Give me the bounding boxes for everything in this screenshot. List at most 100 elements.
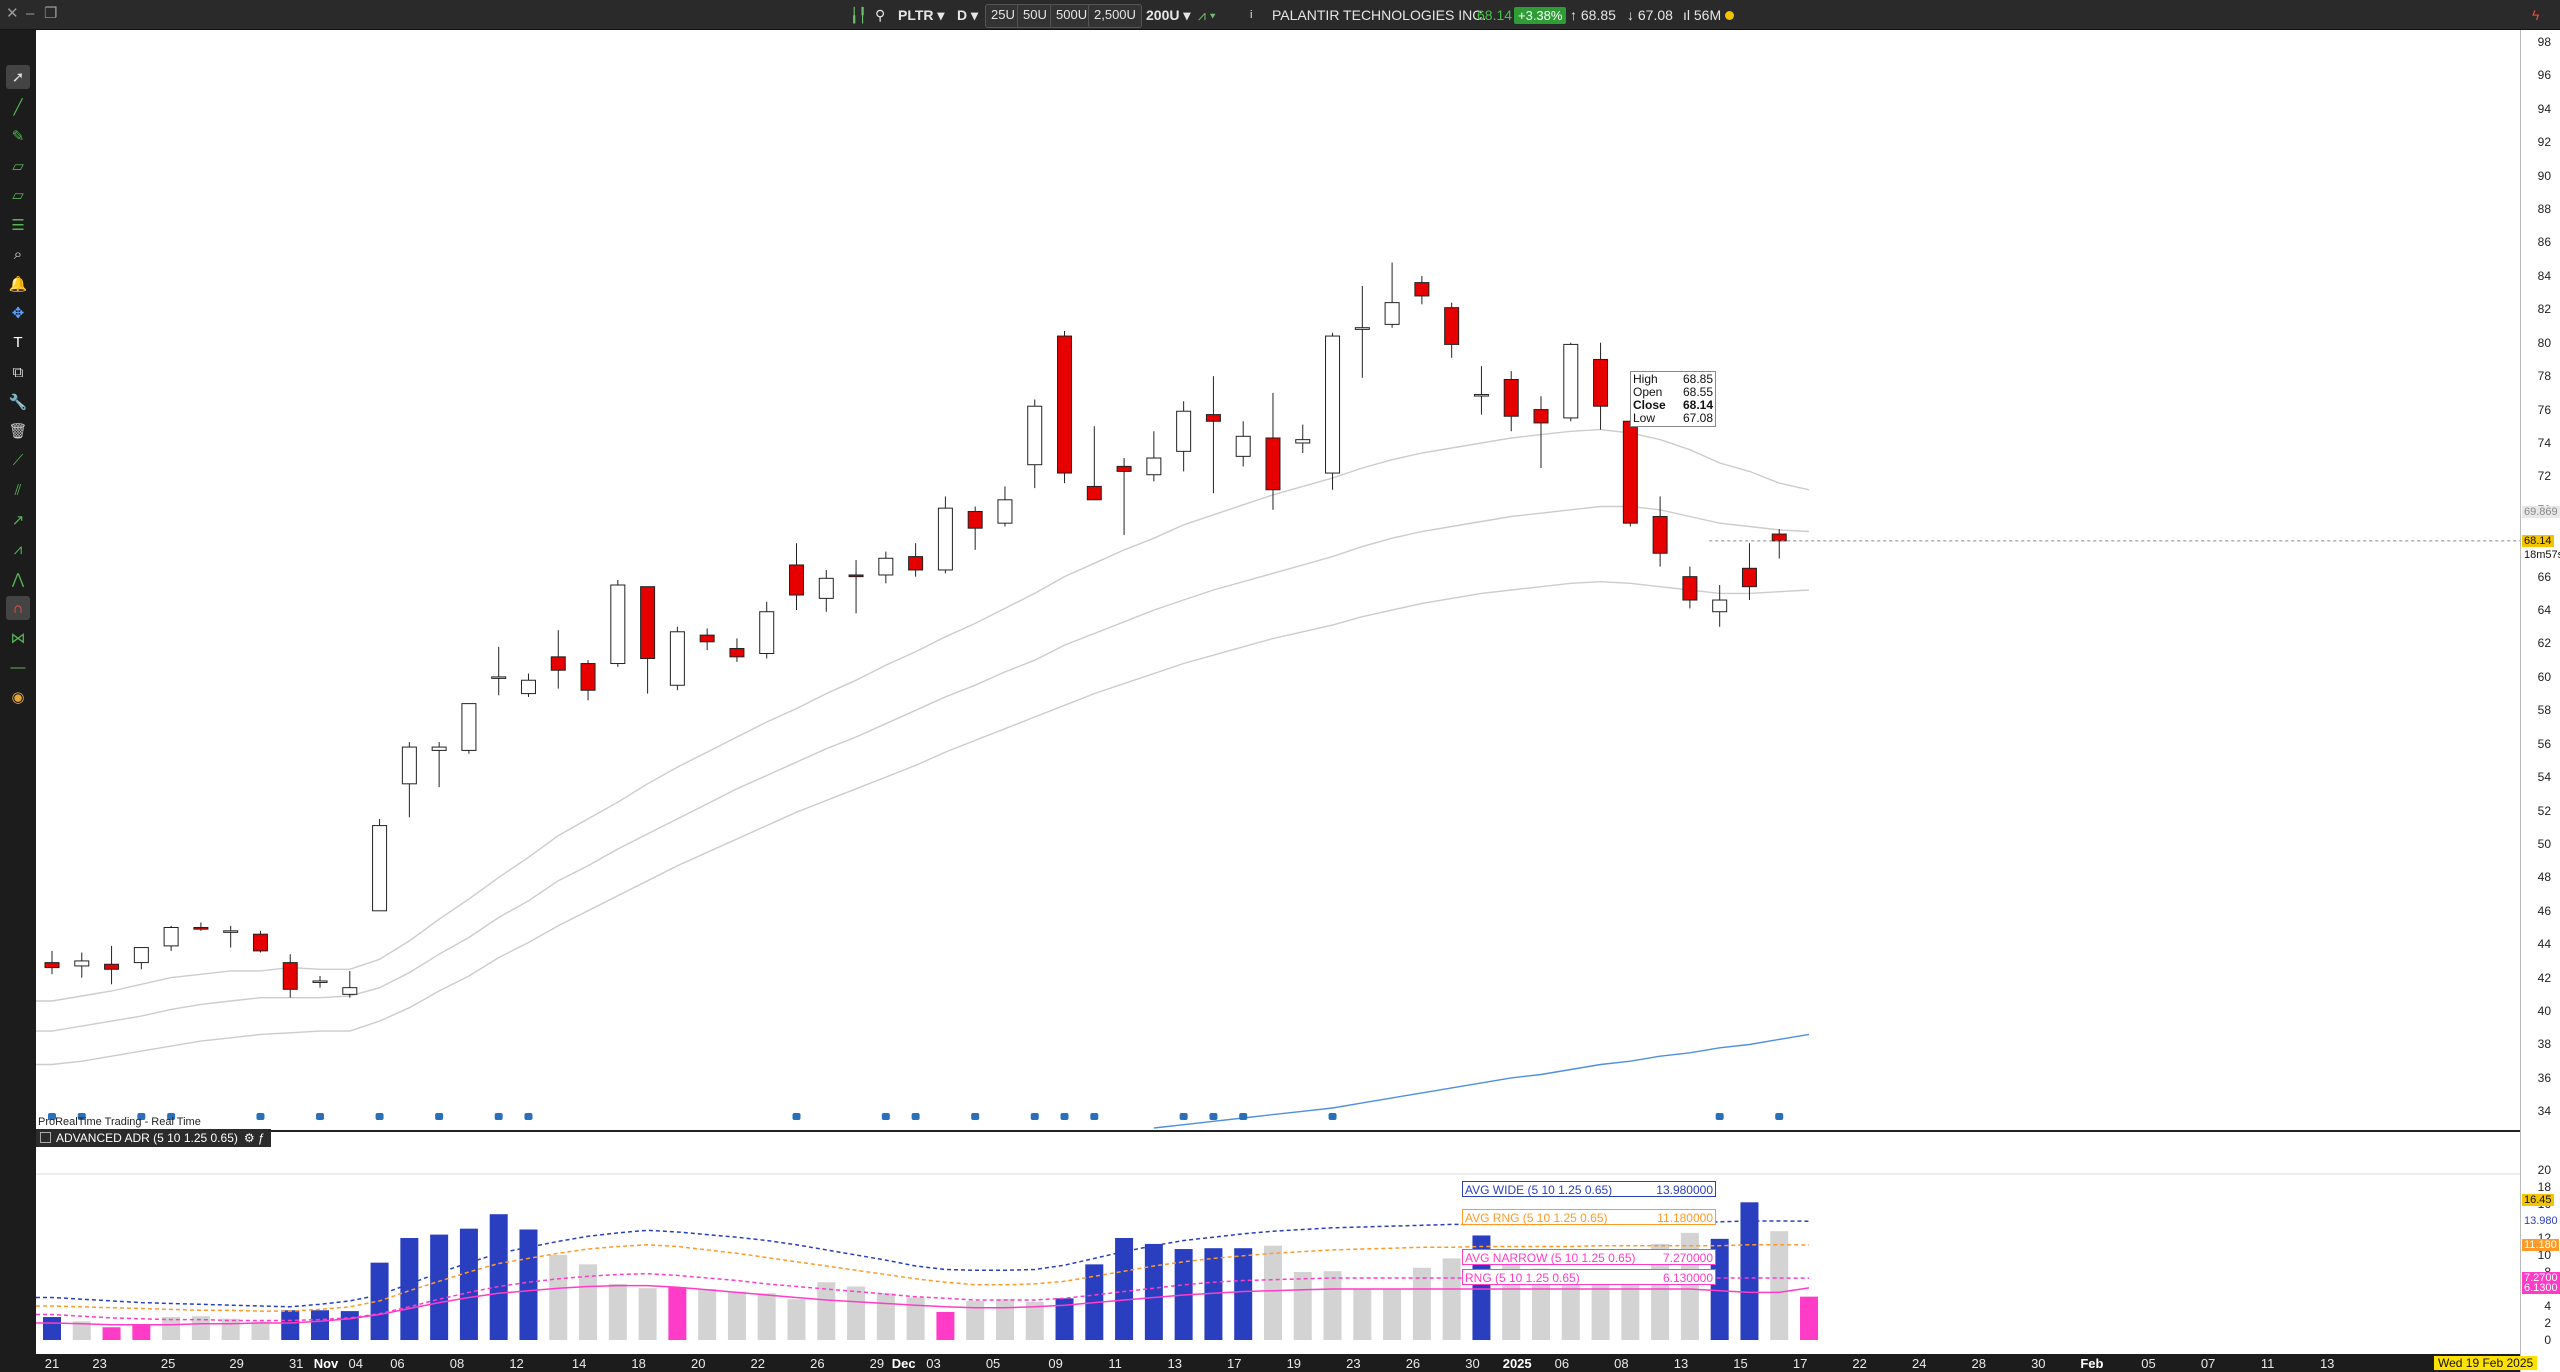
candle-body bbox=[878, 557, 894, 576]
adr-bar bbox=[162, 1317, 181, 1340]
trendline-icon[interactable]: ⟋ bbox=[12, 452, 24, 469]
moving-average-line-3 bbox=[36, 580, 1810, 1066]
indicator-legend[interactable]: AVG WIDE (5 10 1.25 0.65) 13.980000 bbox=[1462, 1181, 1716, 1197]
time-tick-label: 24 bbox=[1911, 1356, 1927, 1371]
units-25-button[interactable]: 25U bbox=[985, 4, 1021, 28]
lightning-icon[interactable]: ϟ bbox=[2532, 7, 2540, 23]
adr-bar bbox=[1115, 1238, 1134, 1340]
adr-bar bbox=[1412, 1267, 1431, 1340]
time-tick-label: 29 bbox=[229, 1356, 244, 1371]
minimize-window-icon[interactable]: – bbox=[26, 5, 35, 22]
candle-body bbox=[223, 930, 239, 933]
candle-body bbox=[1563, 343, 1579, 419]
time-tick-label: 20 bbox=[690, 1356, 706, 1371]
adr-bar bbox=[936, 1311, 955, 1340]
pattern-icon[interactable]: ⋀ bbox=[11, 570, 25, 588]
network-icon[interactable]: ⋈ bbox=[10, 629, 26, 647]
platform-watermark: ProRealTime Trading - Real Time bbox=[38, 1116, 201, 1128]
arrow-icon[interactable]: ↗ bbox=[11, 511, 25, 529]
indicator-settings-icon[interactable]: ⚙ ƒ bbox=[243, 1131, 265, 1145]
high-value: 68.85 bbox=[1580, 7, 1616, 23]
magnet-icon[interactable]: ∩ bbox=[6, 596, 30, 620]
ruler-icon[interactable]: ▱ bbox=[12, 187, 24, 204]
text-icon[interactable]: T bbox=[13, 334, 23, 351]
symbol-selector[interactable]: PLTR ▾ bbox=[898, 7, 945, 23]
indicator-toggle-icon[interactable] bbox=[40, 1132, 51, 1143]
chart-canvas[interactable] bbox=[36, 30, 2520, 1372]
time-tick-label: 04 bbox=[348, 1356, 363, 1371]
price-tick-label: 48 bbox=[2537, 870, 2551, 885]
chart-style-icon[interactable]: ⩘ ▾ bbox=[1198, 7, 1216, 23]
close-window-icon[interactable]: ✕ bbox=[6, 5, 19, 22]
adr-bar bbox=[876, 1293, 895, 1340]
time-tick-label: 31 bbox=[288, 1356, 304, 1371]
event-marker-icon bbox=[167, 1113, 176, 1120]
wrench-icon[interactable]: 🔧 bbox=[8, 393, 28, 411]
event-marker-icon bbox=[1030, 1113, 1039, 1120]
units-500-button[interactable]: 500U bbox=[1050, 4, 1094, 28]
price-tick-label: 92 bbox=[2537, 135, 2551, 150]
alert-bell-icon[interactable]: 🔔 bbox=[8, 275, 28, 293]
info-icon[interactable]: i bbox=[1250, 9, 1253, 21]
link-icon[interactable]: ⚲ bbox=[875, 7, 886, 23]
candle-body bbox=[282, 962, 298, 990]
units-2500-button[interactable]: 2,500U bbox=[1088, 4, 1142, 28]
move-icon[interactable]: ✥ bbox=[11, 305, 25, 322]
price-tick-label: 74 bbox=[2537, 435, 2551, 450]
adr-bar bbox=[43, 1317, 61, 1340]
ruler-icon[interactable]: ▱ bbox=[12, 157, 24, 175]
event-marker-icon bbox=[524, 1113, 533, 1120]
ohlc-tooltip: High 68.85 Open 68.55 Close 68.14 Low 67.08 bbox=[1630, 371, 1716, 427]
indicator-legend[interactable]: RNG (5 10 1.25 0.65) 6.130000 bbox=[1462, 1269, 1716, 1285]
candle-body bbox=[1176, 410, 1192, 452]
color-wheel-icon[interactable]: ◉ bbox=[11, 688, 25, 706]
trash-icon[interactable]: 🗑 bbox=[8, 423, 28, 440]
price-tick-label: 60 bbox=[2537, 669, 2551, 684]
event-marker-icon bbox=[256, 1113, 265, 1120]
adr-bar bbox=[72, 1321, 91, 1340]
indicator-tick-label: 2 bbox=[2544, 1316, 2551, 1330]
chart-area[interactable] bbox=[36, 30, 2520, 1372]
time-tick-label: 23 bbox=[1346, 1356, 1361, 1371]
adr-bar bbox=[1532, 1268, 1550, 1340]
adr-bar bbox=[1800, 1296, 1819, 1340]
ohlc-low-value: 67.08 bbox=[1682, 411, 1713, 425]
indicator-header[interactable]: ADVANCED ADR (5 10 1.25 0.65) ⚙ ƒ bbox=[36, 1129, 271, 1147]
adr-bar bbox=[400, 1238, 419, 1340]
ohlc-high-value: 68.85 bbox=[1682, 372, 1713, 386]
units-50-button[interactable]: 50U bbox=[1017, 4, 1053, 28]
line-icon[interactable]: ╱ bbox=[13, 98, 23, 116]
units-selector[interactable]: 200U ▾ bbox=[1146, 7, 1191, 23]
copy-icon[interactable]: ⧉ bbox=[12, 363, 24, 381]
fibonacci-icon[interactable]: ☰ bbox=[11, 216, 25, 234]
event-marker-icon bbox=[1090, 1113, 1099, 1120]
candle-body bbox=[1741, 567, 1757, 588]
candle-body bbox=[1265, 437, 1281, 491]
indicator-legend[interactable]: AVG RNG (5 10 1.25 0.65) 11.180000 bbox=[1462, 1209, 1716, 1225]
timeframe-selector[interactable]: D ▾ bbox=[957, 7, 979, 23]
zoom-icon[interactable]: ⌕ bbox=[13, 245, 23, 263]
pointer-icon[interactable]: ➚ bbox=[6, 65, 30, 89]
zigzag-icon[interactable]: ⩘ bbox=[13, 540, 23, 558]
adr-bar bbox=[1263, 1245, 1282, 1340]
candle-body bbox=[580, 663, 596, 691]
price-tick-label: 88 bbox=[2537, 202, 2551, 217]
channel-icon[interactable]: ⫽ bbox=[14, 481, 22, 499]
divider-icon[interactable]: — bbox=[10, 658, 26, 676]
event-marker-icon bbox=[792, 1113, 801, 1120]
price-axis[interactable]: 9896949290888684828078767472706866646260… bbox=[2520, 30, 2560, 1372]
adr-bar bbox=[579, 1264, 598, 1340]
chart-type-icon[interactable]: ╽╿ bbox=[850, 7, 867, 23]
adr-bar bbox=[847, 1286, 866, 1340]
pencil-icon[interactable]: ✎ bbox=[11, 128, 25, 145]
time-tick-label: 05 bbox=[2141, 1356, 2156, 1371]
moving-average-line-4 bbox=[1153, 1033, 1810, 1129]
indicator-legend[interactable]: AVG NARROW (5 10 1.25 0.65) 7.270000 bbox=[1462, 1249, 1716, 1265]
indicator-tick-label: 18 bbox=[2537, 1180, 2551, 1194]
ohlc-low-label: Low bbox=[1633, 411, 1656, 425]
event-marker-icon bbox=[1060, 1113, 1069, 1120]
time-tick-label: 13 bbox=[1673, 1356, 1689, 1371]
adr-bar bbox=[1293, 1272, 1312, 1340]
restore-window-icon[interactable]: ❐ bbox=[44, 5, 58, 22]
adr-bar bbox=[757, 1293, 776, 1340]
